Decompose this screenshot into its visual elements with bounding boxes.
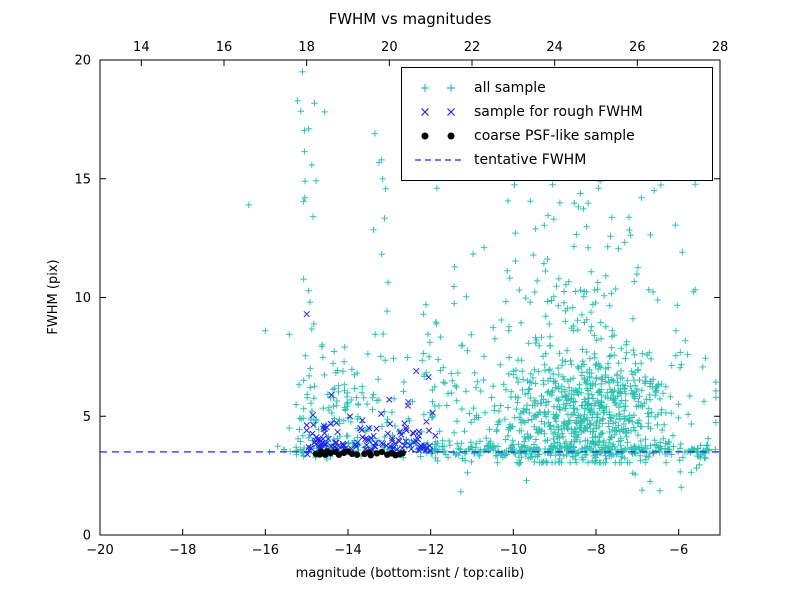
x-tick-label-bottom: −10 (500, 543, 527, 558)
y-axis-label: FWHM (pix) (46, 259, 61, 335)
x-marker-icon (421, 108, 455, 116)
x-tick-label-top: 14 (133, 40, 150, 55)
dashed-marker-icon (415, 159, 461, 161)
legend-item: sample for rough FWHM (412, 100, 704, 124)
x-tick-label-bottom: −16 (252, 543, 279, 558)
series-rough-fwhm-sample (303, 310, 439, 458)
legend: all sample sample for rough FWHM coarse PS… (401, 67, 713, 181)
series-coarse-psf-sample (312, 448, 406, 459)
x-tick-label-bottom: −6 (669, 543, 688, 558)
legend-label: tentative FWHM (474, 152, 587, 168)
x-tick-label-top: 18 (298, 40, 315, 55)
dot-marker-icon (421, 132, 455, 140)
x-tick-label-bottom: −12 (417, 543, 444, 558)
y-tick-label: 0 (83, 529, 91, 544)
legend-label: sample for rough FWHM (474, 104, 643, 120)
legend-label: all sample (474, 80, 546, 96)
x-tick-label-bottom: −14 (334, 543, 361, 558)
x-tick-label-bottom: −20 (86, 543, 113, 558)
legend-item: coarse PSF-like sample (412, 124, 704, 148)
chart-title: FWHM vs magnitudes (328, 10, 492, 28)
tick-labels: −20 −18 −16 −14 −12 −10 −8 −6 14 16 18 20 22 24 26 28 0 5… (74, 40, 728, 558)
legend-label: coarse PSF-like sample (474, 128, 635, 144)
y-tick-label: 15 (74, 172, 91, 187)
legend-item: all sample (412, 76, 704, 100)
x-tick-label-top: 16 (216, 40, 233, 55)
x-tick-label-top: 26 (629, 40, 646, 55)
x-tick-label-bottom: −8 (586, 543, 605, 558)
x-axis-label: magnitude (bottom:isnt / top:calib) (295, 566, 525, 581)
x-tick-label-bottom: −18 (169, 543, 196, 558)
x-tick-label-top: 24 (546, 40, 563, 55)
y-tick-label: 5 (83, 410, 91, 425)
y-tick-label: 20 (74, 54, 91, 69)
x-tick-label-top: 20 (381, 40, 398, 55)
legend-item: tentative FWHM (412, 148, 704, 172)
plus-marker-icon (421, 84, 455, 92)
y-tick-label: 10 (74, 291, 91, 306)
tick-marks (99, 59, 721, 536)
x-tick-label-top: 28 (712, 40, 729, 55)
x-tick-label-top: 22 (464, 40, 481, 55)
